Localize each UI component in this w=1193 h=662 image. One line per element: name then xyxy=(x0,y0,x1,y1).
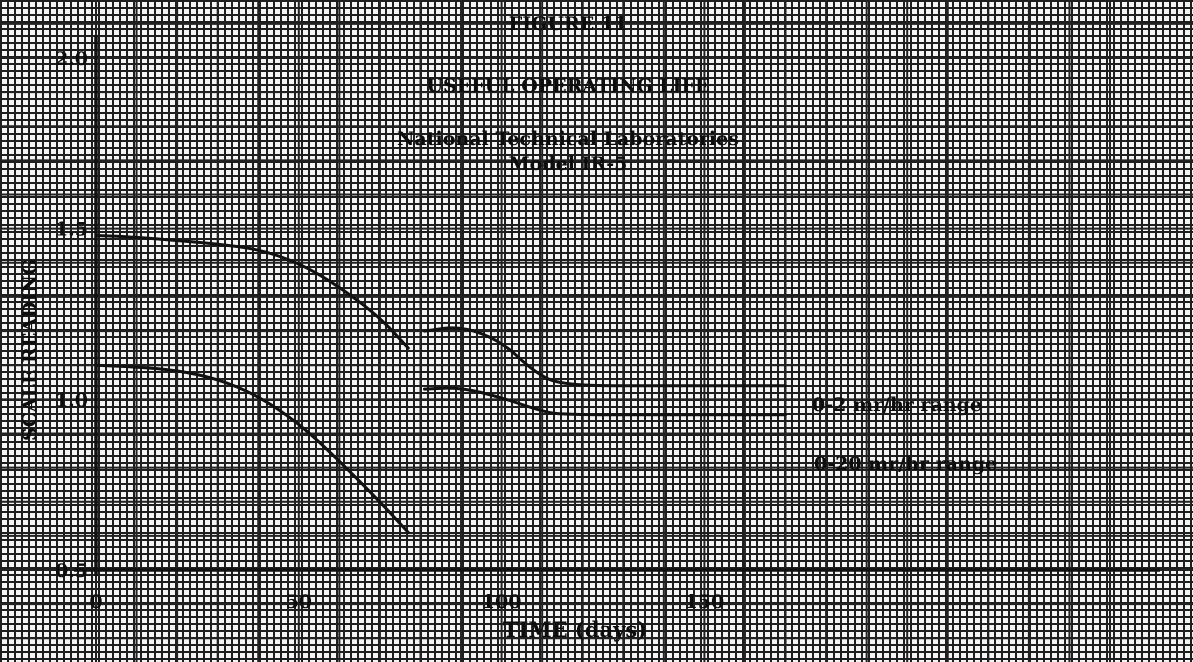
y-tick-label: 2.0 xyxy=(55,48,88,70)
y-tick-label: 1.5 xyxy=(55,219,88,241)
x-axis-label: TIME (days) xyxy=(503,617,647,642)
y-tick-label: 0.5 xyxy=(55,560,88,582)
series-line-2-segment-2 xyxy=(423,386,787,417)
chart-subtitle-1: USEFUL OPERATING LIFE xyxy=(426,75,709,97)
series-line-1-segment-2 xyxy=(423,326,787,388)
chart-subtitle-2: National Technical Laboratories xyxy=(397,128,739,150)
y-tick-label: 1.0 xyxy=(55,389,88,411)
y-axis-label: SCALE READING xyxy=(19,259,41,441)
chart-title: FIGURE 11 xyxy=(509,13,628,35)
chart-subtitle-3: Model IR-5 xyxy=(509,153,628,175)
series-layer xyxy=(94,234,787,534)
x-tick-label: 0 xyxy=(89,591,102,613)
legend-label-0-2: 0-2 mr/hr range xyxy=(812,394,982,416)
series-line-1-segment-1 xyxy=(94,234,410,350)
tick-labels: 0.5 1.0 1.5 2.0 0 50 100 150 xyxy=(55,48,724,613)
axes xyxy=(74,35,1160,576)
legend-label-0-20: 0-20 mr/hr range xyxy=(814,453,997,475)
x-tick-label: 100 xyxy=(482,591,522,613)
x-tick-label: 50 xyxy=(286,591,312,613)
series-line-2-segment-1 xyxy=(94,363,410,534)
x-tick-label: 150 xyxy=(685,591,725,613)
